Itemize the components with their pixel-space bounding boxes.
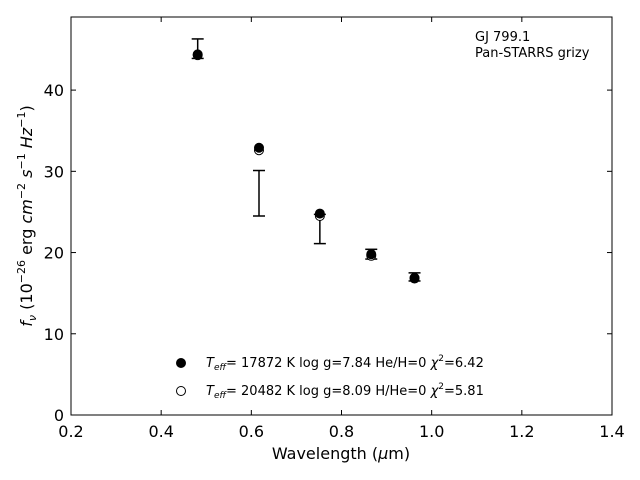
model-point-filled xyxy=(409,272,420,283)
x-tick-label: 0.4 xyxy=(148,422,173,441)
legend-marker-open xyxy=(176,386,186,396)
y-tick-label: 20 xyxy=(44,244,64,263)
legend: Teff= 17872 K log g=7.84 He/H=0 χ2=6.42 … xyxy=(176,354,484,401)
observed-errorbars xyxy=(191,38,421,282)
model-point-filled xyxy=(192,49,203,60)
x-tick-label: 1.4 xyxy=(599,422,624,441)
x-axis-title: Wavelength (μm) xyxy=(272,444,410,463)
x-tick-label: 1.0 xyxy=(419,422,444,441)
y-tick-label: 30 xyxy=(44,162,64,181)
legend-label-2: Teff= 20482 K log g=8.09 H/He=0 χ2=5.81 xyxy=(206,382,484,401)
model-point-filled xyxy=(253,142,264,153)
annotation-line-2: Pan-STARRS grizy xyxy=(475,46,590,61)
x-tick-label: 0.8 xyxy=(329,422,354,441)
annotation-line-1: GJ 799.1 xyxy=(475,30,530,45)
x-tick-label: 0.2 xyxy=(58,422,83,441)
x-tick-label: 1.2 xyxy=(509,422,534,441)
x-tick-label: 0.6 xyxy=(239,422,264,441)
model-point-filled xyxy=(314,208,325,219)
y-axis-title: fν (10−26 erg cm−2 s−1 Hz−1) xyxy=(15,105,39,326)
y-tick-label: 0 xyxy=(54,406,64,425)
axis-ticks: 0.2 0.4 0.6 0.8 1.0 1.2 1.4 0 10 20 30 40 xyxy=(44,17,625,441)
model-point-filled xyxy=(366,249,377,260)
y-tick-label: 10 xyxy=(44,325,64,344)
legend-label-1: Teff= 17872 K log g=7.84 He/H=0 χ2=6.42 xyxy=(206,354,484,373)
legend-marker-filled xyxy=(176,358,186,368)
y-tick-label: 40 xyxy=(44,81,64,100)
model-points xyxy=(192,49,420,284)
